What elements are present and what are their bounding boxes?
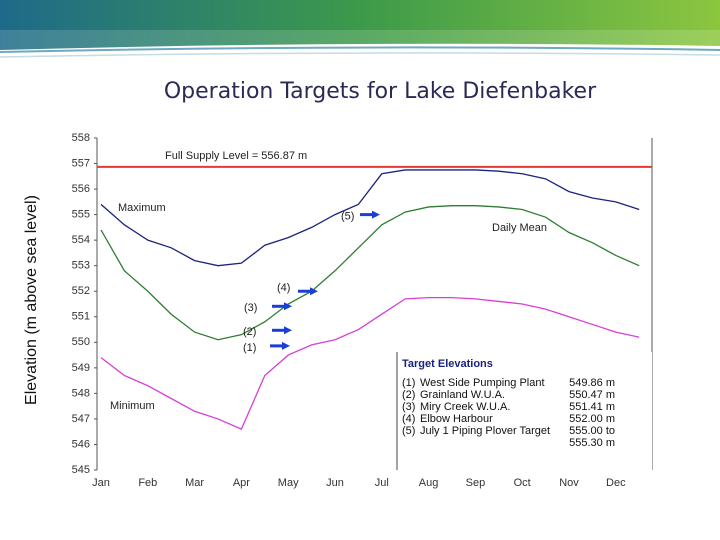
target-marker: (2): [402, 389, 415, 401]
y-tick-label: 558: [72, 132, 90, 144]
arrow-head: [284, 302, 292, 311]
series-label: Daily Mean: [492, 222, 547, 234]
x-tick-label: Apr: [233, 477, 250, 489]
y-tick-label: 547: [72, 413, 90, 425]
target-title: Target Elevations: [402, 358, 493, 370]
arrow-head: [310, 287, 318, 296]
x-tick-label: Aug: [419, 477, 439, 489]
arrow-label: (2): [243, 326, 256, 338]
arrow-label: (4): [277, 282, 290, 294]
target-box: [397, 352, 652, 470]
x-tick-label: Jun: [326, 477, 344, 489]
y-tick-label: 548: [72, 387, 90, 399]
header-band: [0, 0, 720, 58]
arrow-label: (5): [341, 211, 354, 223]
target-value: 555.00 to 555.30 m: [569, 425, 615, 449]
y-axis-label: Elevation (m above sea level): [23, 195, 40, 405]
series-line: [100, 296, 640, 430]
target-marker: (1): [402, 377, 415, 389]
y-tick-label: 556: [72, 183, 90, 195]
target-value: 550.47 m: [569, 389, 615, 401]
series-line: [100, 169, 640, 267]
target-marker: (4): [402, 413, 415, 425]
series-label: Maximum: [118, 202, 166, 214]
y-tick-label: 546: [72, 438, 90, 450]
y-tick-label: 550: [72, 336, 90, 348]
y-tick-label: 551: [72, 311, 90, 323]
target-name: West Side Pumping Plant: [420, 377, 545, 389]
y-tick-label: 555: [72, 209, 90, 221]
y-tick-label: 545: [72, 464, 90, 476]
target-marker: (5): [402, 425, 415, 437]
target-name: July 1 Piping Plover Target: [420, 425, 550, 437]
x-tick-label: Feb: [138, 477, 157, 489]
target-value: 549.86 m: [569, 377, 615, 389]
y-tick-label: 549: [72, 362, 90, 374]
y-tick-label: 552: [72, 285, 90, 297]
x-tick-label: Oct: [514, 477, 531, 489]
x-tick-label: Mar: [185, 477, 204, 489]
chart-title: Operation Targets for Lake Diefenbaker: [164, 79, 597, 104]
y-tick-label: 554: [72, 234, 90, 246]
target-name: Grainland W.U.A.: [420, 389, 505, 401]
y-tick-label: 557: [72, 157, 90, 169]
target-marker: (3): [402, 401, 415, 413]
arrow-label: (3): [244, 302, 257, 314]
x-tick-label: Jul: [375, 477, 389, 489]
x-tick-label: Nov: [559, 477, 579, 489]
series-label: Minimum: [110, 400, 155, 412]
arrow-head: [372, 210, 380, 219]
target-name: Elbow Harbour: [420, 413, 493, 425]
target-name: Miry Creek W.U.A.: [420, 401, 510, 413]
x-tick-label: Dec: [606, 477, 626, 489]
x-tick-label: Sep: [466, 477, 486, 489]
target-value: 552.00 m: [569, 413, 615, 425]
target-value: 551.41 m: [569, 401, 615, 413]
reference-label: Full Supply Level = 556.87 m: [165, 150, 307, 162]
arrow-label: (1): [243, 342, 256, 354]
series-line: [100, 205, 640, 341]
y-tick-label: 553: [72, 260, 90, 272]
x-tick-label: May: [278, 477, 299, 489]
arrow-head: [284, 326, 292, 335]
arrow-head: [282, 341, 290, 350]
x-tick-label: Jan: [92, 477, 110, 489]
